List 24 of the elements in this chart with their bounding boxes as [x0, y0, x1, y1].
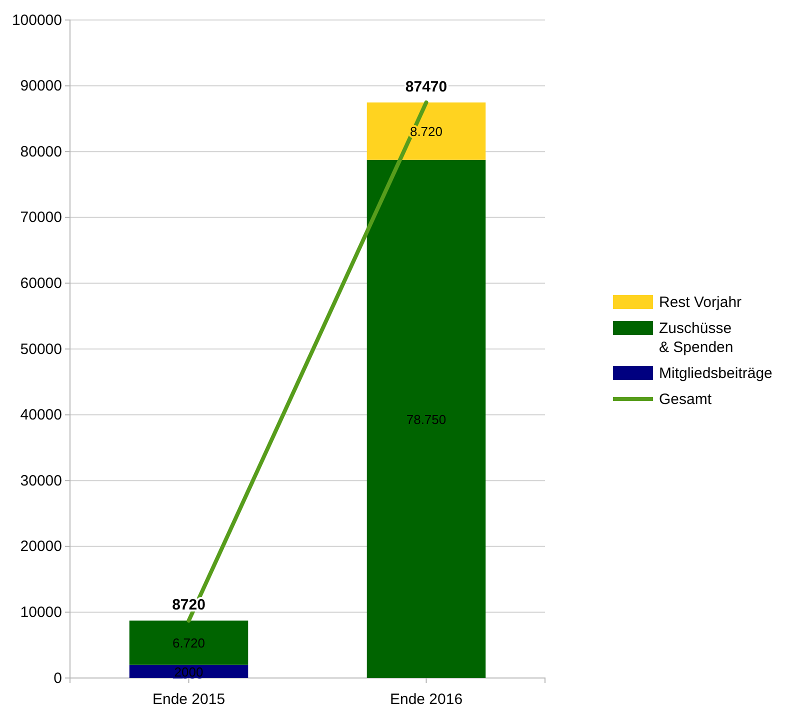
- data-label: 87470: [405, 78, 448, 96]
- y-tick-label: 30000: [20, 472, 62, 490]
- y-tick-label: 0: [54, 670, 62, 687]
- y-tick-label: 40000: [20, 406, 62, 424]
- x-tick-label: Ende 2016: [390, 691, 463, 708]
- y-tick-label: 50000: [20, 340, 62, 358]
- legend-label: Mitgliedsbeiträge: [659, 365, 772, 382]
- y-tick-label: 100000: [12, 12, 62, 29]
- data-label: 78.750: [406, 412, 446, 427]
- bar: [366, 102, 486, 160]
- y-tick-label: 20000: [20, 538, 62, 556]
- bar: [129, 620, 248, 665]
- bar: [366, 160, 486, 678]
- legend-label: Gesamt: [659, 391, 712, 408]
- legend-label: Zuschüsse & Spenden: [659, 320, 734, 356]
- data-label: 2000: [174, 664, 204, 680]
- data-label: 6.720: [172, 636, 206, 651]
- y-tick-label: 70000: [20, 209, 62, 226]
- y-tick-label: 10000: [20, 604, 62, 621]
- y-tick-label: 90000: [20, 78, 62, 95]
- y-tick-label: 80000: [20, 143, 62, 160]
- x-tick-label: Ende 2015: [152, 691, 226, 708]
- legend-label: Rest Vorjahr: [659, 294, 742, 311]
- y-tick-label: 60000: [20, 275, 62, 292]
